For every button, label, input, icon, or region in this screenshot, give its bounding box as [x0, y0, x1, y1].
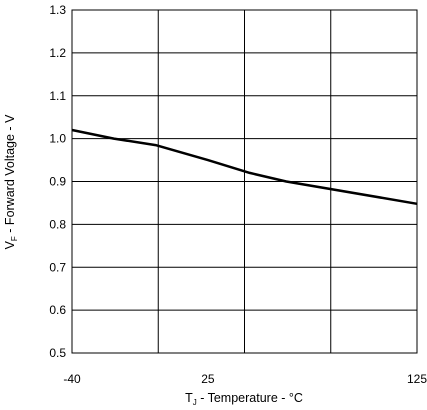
y-tick-label: 1.1 [49, 89, 66, 103]
series-line-0 [71, 128, 418, 206]
y-axis-label-sub: F [10, 236, 19, 241]
y-tick-label: 1.2 [49, 46, 66, 60]
y-axis-label: VF - Forward Voltage - V [3, 114, 19, 249]
y-axis-label-rest: - Forward Voltage - V [3, 114, 17, 236]
y-tick-label: 0.7 [49, 260, 66, 274]
x-axis-label-sub: J [193, 398, 197, 407]
x-tick-label: -40 [63, 372, 81, 386]
series-layer [71, 128, 418, 206]
x-tick-label: 125 [407, 372, 427, 386]
y-tick-label: 1.0 [49, 132, 66, 146]
x-tick-labels: -40 25 125 [63, 372, 427, 386]
plot-frame [71, 9, 418, 354]
y-tick-label: 1.3 [49, 3, 66, 17]
y-tick-labels: 0.5 0.6 0.7 0.8 0.9 1.0 1.1 1.2 1.3 [49, 3, 66, 360]
y-axis-label-main: V [3, 240, 17, 249]
x-axis-label-main: T [185, 391, 193, 405]
x-tick-label: 25 [201, 372, 215, 386]
x-axis-label: TJ - Temperature - °C [185, 391, 303, 407]
y-tick-label: 0.5 [49, 346, 66, 360]
y-tick-label: 0.8 [49, 217, 66, 231]
x-axis-label-rest: - Temperature - °C [197, 391, 303, 405]
y-tick-label: 0.6 [49, 303, 66, 317]
grid [71, 9, 418, 354]
y-tick-label: 0.9 [49, 175, 66, 189]
